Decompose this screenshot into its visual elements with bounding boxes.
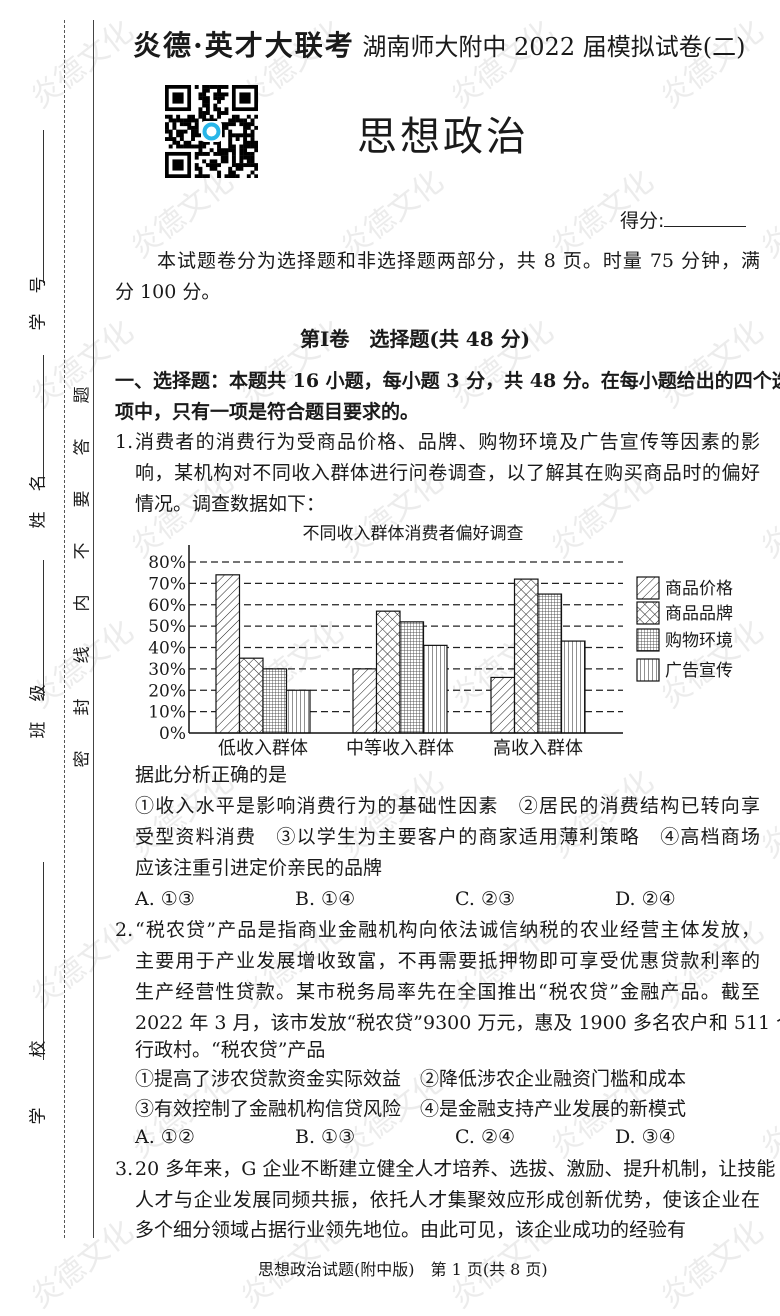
bar-grid bbox=[537, 593, 563, 734]
school-blank bbox=[43, 862, 44, 1060]
statement-line: ③有效控制了金融机构信贷风险 ④是金融支持产业发展的新模式 bbox=[135, 1098, 687, 1120]
legend-label: 商品品牌 bbox=[665, 604, 733, 624]
question-stem-line: 多个细分领域占据行业领先地位。由此可见，该企业成功的经验有 bbox=[135, 1219, 687, 1241]
brand-name: 炎德·英才大联考 bbox=[133, 29, 355, 62]
legend-label: 广告宣传 bbox=[665, 661, 733, 681]
y-tick-label: 60% bbox=[148, 596, 186, 616]
question-stem-line: 响，某机构对不同收入群体进行问卷调查，以了解其在购买商品时的偏好 bbox=[135, 462, 760, 484]
choice-d[interactable]: D. ③④ bbox=[615, 1126, 676, 1148]
choice-a[interactable]: A. ①③ bbox=[135, 888, 195, 910]
y-tick-label: 30% bbox=[148, 660, 186, 680]
watermark-text: 炎德文化 bbox=[24, 14, 141, 116]
y-tick-label: 50% bbox=[148, 617, 186, 637]
class-label: 班级 bbox=[28, 664, 49, 739]
binding-line bbox=[93, 20, 94, 1238]
score-label: 得分: bbox=[620, 210, 665, 232]
student-id-blank bbox=[43, 130, 44, 283]
bar-vertical-lines bbox=[285, 689, 311, 734]
statement-line: 应该注重引进定价亲民的品牌 bbox=[135, 857, 383, 879]
bar-diagonal-hatch bbox=[490, 676, 516, 734]
bar-vertical-lines bbox=[560, 640, 586, 734]
question-stem-line: 情况。调查数据如下： bbox=[135, 493, 326, 515]
name-label: 姓名 bbox=[28, 454, 49, 529]
question-stem-line: 人才与企业发展同频共振，依托人才集聚效应形成创新优势，使该企业在 bbox=[135, 1189, 760, 1211]
intro-line: 分 100 分。 bbox=[115, 281, 221, 303]
choice-d[interactable]: D. ②④ bbox=[615, 888, 676, 910]
question-stem-line: “税农贷”产品是指商业金融机构向依法诚信纳税的农业经营主体发放， bbox=[135, 919, 760, 941]
y-tick-label: 0% bbox=[159, 724, 186, 744]
preference-survey-chart: 0% 10% 20% 30% 40% 50% 60% 70% 80% 低收入群体 中等收入群体 高收入… bbox=[140, 515, 780, 760]
class-blank bbox=[43, 560, 44, 700]
bar-vertical-lines bbox=[422, 644, 448, 734]
question-stem-line: 消费者的消费行为受商品价格、品牌、购物环境及广告宣传等因素的影 bbox=[135, 431, 760, 453]
question-number: 1. bbox=[115, 431, 134, 453]
watermark-text: 炎德文化 bbox=[24, 1214, 141, 1316]
choice-a[interactable]: A. ①② bbox=[135, 1126, 195, 1148]
question-stem-line: 2022 年 3 月，该市发放“税农贷”9300 万元，惠及 1900 多名农户… bbox=[135, 1012, 780, 1034]
y-tick-label: 10% bbox=[148, 703, 186, 723]
chart-title: 不同收入群体消费者偏好调查 bbox=[303, 524, 524, 544]
statement-line: 受型资料消费 ③以学生为主要客户的商家适用薄利策略 ④高档商场 bbox=[135, 826, 760, 848]
choice-b[interactable]: B. ①③ bbox=[295, 1126, 356, 1148]
choice-c[interactable]: C. ②④ bbox=[455, 1126, 516, 1148]
bar-cross-hatch bbox=[238, 657, 264, 734]
score-blank bbox=[664, 210, 747, 227]
bar-diagonal-hatch bbox=[352, 668, 378, 734]
question-stem-line: 行政村。“税农贷”产品 bbox=[135, 1039, 326, 1061]
category-label: 高收入群体 bbox=[493, 738, 583, 759]
exam-name: 湖南师大附中 2022 届模拟试卷(二) bbox=[362, 33, 746, 61]
score-field: 得分: bbox=[620, 206, 747, 233]
bar-cross-hatch bbox=[513, 578, 539, 734]
instructions-line: 项中，只有一项是符合题目要求的。 bbox=[115, 401, 420, 423]
bar-grid bbox=[399, 621, 425, 734]
bar-cross-hatch bbox=[375, 610, 401, 734]
legend-swatch-grid bbox=[636, 628, 660, 652]
legend-swatch-vertical-lines bbox=[636, 658, 660, 682]
y-tick-label: 80% bbox=[148, 553, 186, 573]
legend-label: 商品价格 bbox=[665, 579, 733, 599]
y-tick-label: 20% bbox=[148, 681, 186, 701]
qr-code[interactable] bbox=[165, 85, 259, 179]
school-label: 学校 bbox=[28, 990, 49, 1125]
y-tick-label: 70% bbox=[148, 574, 186, 594]
statement-line: ①提高了涉农贷款资金实际效益 ②降低涉农企业融资门槛和成本 bbox=[135, 1068, 687, 1090]
question-stem-line: 20 多年来，G 企业不断建立健全人才培养、选拔、激励、提升机制，让技能 bbox=[135, 1158, 776, 1180]
exam-header: 炎德·英才大联考 湖南师大附中 2022 届模拟试卷(二) bbox=[133, 24, 763, 64]
watermark-text: 炎德文化 bbox=[754, 1064, 780, 1166]
app-logo-icon bbox=[202, 122, 221, 141]
question-number: 2. bbox=[115, 919, 134, 941]
statement-line: ①收入水平是影响消费行为的基础性因素 ②居民的消费结构已转向享 bbox=[135, 795, 760, 817]
name-blank bbox=[43, 355, 44, 480]
cut-line-dashed bbox=[64, 20, 65, 1238]
category-label: 低收入群体 bbox=[218, 738, 308, 759]
seal-notice: 密封线内不要答题 bbox=[72, 351, 93, 768]
question-number: 3. bbox=[115, 1158, 134, 1180]
instructions-line: 一、选择题：本题共 16 小题，每小题 3 分，共 48 分。在每小题给出的四个… bbox=[115, 370, 780, 392]
section-heading: 第Ⅰ卷 选择题(共 48 分) bbox=[300, 327, 531, 351]
legend-swatch-cross-hatch bbox=[636, 601, 660, 625]
question-stem-line: 主要用于产业发展增收致富，不再需要抵押物即可享受优惠贷款利率的 bbox=[135, 950, 760, 972]
question-prompt: 据此分析正确的是 bbox=[135, 764, 288, 786]
intro-line: 本试题卷分为选择题和非选择题两部分，共 8 页。时量 75 分钟，满 bbox=[157, 250, 760, 272]
choice-c[interactable]: C. ②③ bbox=[455, 888, 516, 910]
bar-diagonal-hatch bbox=[215, 574, 241, 734]
legend-swatch-diagonal-hatch bbox=[636, 576, 660, 600]
bar-grid bbox=[262, 668, 288, 734]
watermark-text: 炎德文化 bbox=[654, 314, 771, 416]
legend-label: 购物环境 bbox=[665, 631, 733, 651]
page-footer: 思想政治试题(附中版) 第 1 页(共 8 页) bbox=[258, 1260, 548, 1279]
choice-b[interactable]: B. ①④ bbox=[295, 888, 356, 910]
category-label: 中等收入群体 bbox=[346, 738, 454, 759]
page-title: 思想政治 bbox=[357, 114, 529, 160]
y-tick-label: 40% bbox=[148, 639, 186, 659]
question-stem-line: 生产经营性贷款。某市税务局率先在全国推出“税农贷”金融产品。截至 bbox=[135, 981, 760, 1003]
student-id-label: 学号 bbox=[28, 256, 49, 331]
